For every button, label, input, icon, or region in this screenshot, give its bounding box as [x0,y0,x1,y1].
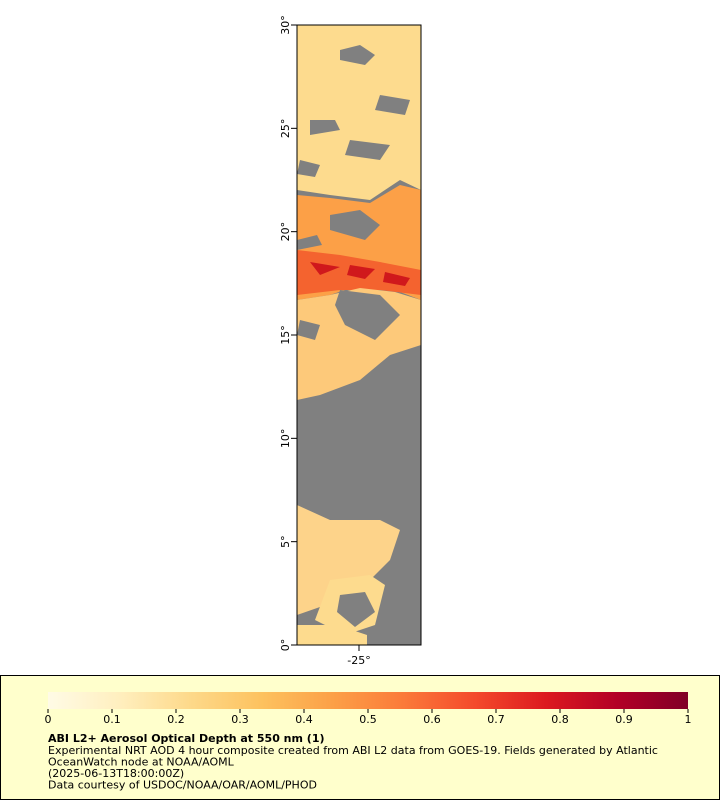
lat-tick-label: 15° [279,325,292,345]
legend-description: OceanWatch node at NOAA/AOML [48,756,235,769]
colorbar-tick-label: 0.8 [551,713,569,726]
legend-description: Data courtesy of USDOC/NOAA/OAR/AOML/PHO… [48,779,317,792]
colorbar-tick-label: 0.5 [359,713,377,726]
legend-title: ABI L2+ Aerosol Optical Depth at 550 nm … [48,732,325,745]
colorbar-tick-label: 0 [45,713,52,726]
lat-tick-label: 10° [279,429,292,449]
colorbar-tick-label: 0.4 [295,713,313,726]
colorbar-tick-label: 0.2 [167,713,185,726]
colorbar-tick-label: 0.9 [615,713,633,726]
colorbar-tick-label: 1 [685,713,692,726]
lat-tick-label: 0° [279,639,292,652]
colorbar [48,692,688,709]
legend-description: Experimental NRT AOD 4 hour composite cr… [48,744,658,757]
lat-tick-label: 30° [279,15,292,35]
colorbar-tick-label: 0.7 [487,713,505,726]
lat-tick-label: 25° [279,119,292,139]
aod-field [297,25,421,645]
lon-tick-label: -25° [347,654,370,667]
lat-tick-label: 5° [279,535,292,548]
colorbar-tick-label: 0.6 [423,713,441,726]
colorbar-tick-label: 0.1 [103,713,121,726]
colorbar-tick-label: 0.3 [231,713,249,726]
legend-description: (2025-06-13T18:00:00Z) [48,767,184,780]
lat-tick-label: 20° [279,222,292,242]
